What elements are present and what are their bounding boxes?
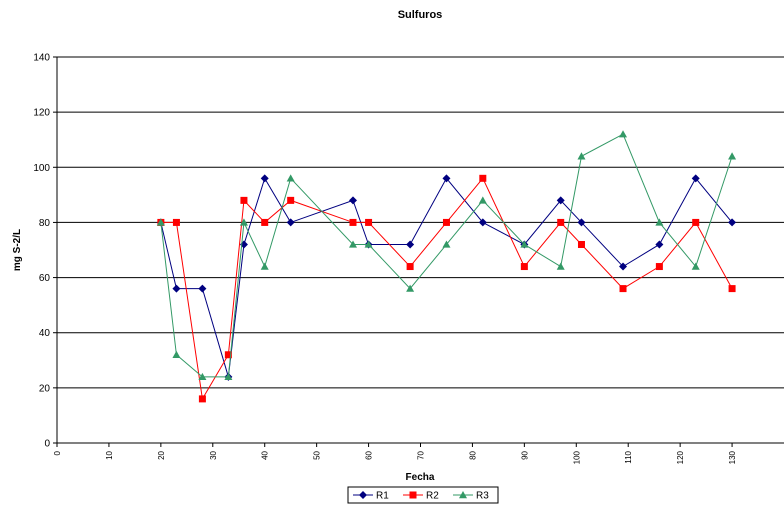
chart-title: Sulfuros (398, 9, 443, 21)
x-tick-label-40: 40 (261, 450, 270, 459)
x-tick-label-60: 60 (365, 450, 374, 459)
data-point-R3-4 (239, 218, 248, 226)
data-point-R2-13 (557, 218, 565, 226)
x-tick-label-90: 90 (520, 450, 529, 459)
y-tick-label-140: 140 (33, 53, 50, 64)
data-point-R3-18 (728, 152, 737, 160)
data-point-R1-2 (198, 284, 207, 293)
x-tick-label-30: 30 (209, 450, 218, 459)
data-point-R2-12 (520, 263, 528, 271)
data-point-R3-17 (691, 262, 700, 270)
data-point-R2-11 (479, 174, 487, 182)
data-point-R1-13 (556, 196, 565, 205)
series-R2 (157, 174, 736, 403)
legend-marker-R3 (459, 491, 467, 499)
x-tick-label-100: 100 (572, 450, 581, 464)
x-tick-label-110: 110 (624, 450, 633, 463)
y-tick-label-0: 0 (44, 439, 50, 450)
x-tick-label-50: 50 (313, 450, 322, 459)
data-point-R1-6 (286, 218, 295, 227)
data-point-R3-1 (172, 350, 181, 358)
data-point-R1-10 (442, 174, 451, 183)
series-R3 (156, 130, 737, 381)
x-tick-label-10: 10 (105, 450, 114, 459)
data-point-R3-15 (619, 130, 628, 138)
data-point-R2-14 (577, 240, 585, 248)
legend-marker-R1 (359, 491, 367, 499)
data-point-R1-17 (691, 174, 700, 183)
data-point-R1-15 (619, 262, 628, 271)
series-line-R2 (160, 177, 733, 401)
data-point-R3-12 (520, 240, 529, 248)
data-point-R3-2 (198, 372, 207, 381)
data-point-R3-8 (364, 240, 373, 248)
series-layer (156, 130, 737, 403)
data-point-R1-14 (577, 218, 586, 227)
data-point-R2-16 (655, 263, 663, 271)
data-point-R2-17 (692, 218, 700, 226)
data-point-R3-14 (577, 152, 586, 160)
data-point-R2-1 (172, 218, 180, 226)
data-point-R3-9 (406, 284, 415, 292)
x-tick-label-120: 120 (676, 450, 685, 464)
x-tick-label-0: 0 (53, 450, 62, 455)
data-point-R3-5 (260, 262, 269, 270)
y-tick-label-60: 60 (39, 273, 51, 284)
y-tick-label-80: 80 (39, 218, 51, 229)
data-point-R1-7 (348, 196, 357, 205)
x-tick-label-130: 130 (728, 450, 737, 464)
axes: 0 20 40 60 80 100 120 140 0 10 20 30 40 50 60 70 80 90 100… (33, 53, 784, 464)
legend-label-R2: R2 (426, 491, 439, 502)
data-point-R1-5 (260, 174, 269, 183)
data-point-R2-18 (728, 285, 736, 293)
data-point-R1-16 (655, 240, 664, 249)
y-tick-label-120: 120 (33, 108, 50, 119)
data-point-R2-8 (365, 218, 373, 226)
y-tick-label-40: 40 (39, 328, 51, 339)
data-point-R2-4 (240, 196, 248, 204)
y-tick-label-100: 100 (33, 163, 50, 174)
data-point-R3-0 (156, 218, 165, 226)
data-point-R2-15 (619, 285, 627, 293)
legend: R1 R2 R3 (347, 486, 499, 504)
data-point-R1-11 (478, 218, 487, 227)
x-tick-label-20: 20 (157, 450, 166, 459)
data-point-R2-6 (287, 196, 295, 204)
series-line-R3 (160, 133, 733, 378)
legend-marker-R2 (409, 491, 417, 499)
y-tick-label-20: 20 (39, 383, 51, 394)
data-point-R2-5 (261, 218, 269, 226)
data-point-R2-3 (224, 351, 232, 359)
x-axis-label: Fecha (406, 472, 435, 483)
data-point-R1-9 (406, 240, 415, 249)
data-point-R3-11 (478, 196, 487, 204)
data-point-R3-7 (348, 240, 357, 248)
legend-label-R3: R3 (476, 491, 489, 502)
legend-label-R1: R1 (376, 491, 389, 502)
data-point-R3-16 (655, 218, 664, 226)
data-point-R3-3 (224, 372, 233, 381)
x-tick-label-70: 70 (417, 450, 426, 459)
x-tick-label-80: 80 (468, 450, 477, 459)
data-point-R3-6 (286, 174, 295, 182)
data-point-R1-1 (172, 284, 181, 293)
data-point-R3-10 (442, 240, 451, 248)
y-axis-label: mg S-2/L (12, 229, 23, 271)
data-point-R2-7 (349, 218, 357, 226)
data-point-R2-2 (198, 395, 206, 403)
data-point-R2-9 (406, 263, 414, 271)
data-point-R3-13 (556, 262, 565, 270)
data-point-R1-18 (728, 218, 737, 227)
data-point-R2-10 (442, 218, 450, 226)
